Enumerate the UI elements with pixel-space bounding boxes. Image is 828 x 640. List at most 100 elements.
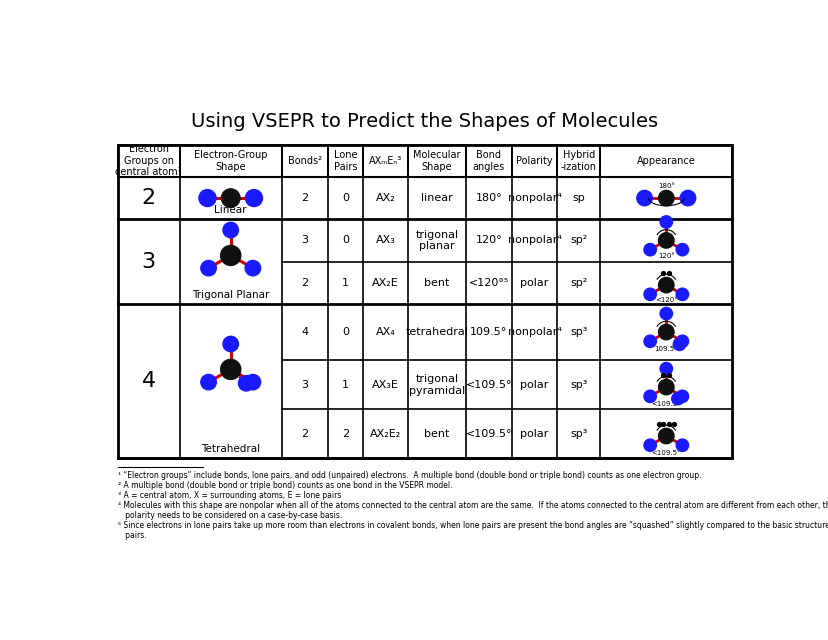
Text: Electron
Groups on
central atom¹: Electron Groups on central atom¹: [115, 144, 181, 177]
Circle shape: [245, 374, 260, 390]
Circle shape: [671, 392, 683, 405]
Circle shape: [657, 277, 673, 292]
Circle shape: [676, 288, 688, 301]
Text: 2: 2: [142, 188, 156, 208]
Text: tetrahedral: tetrahedral: [405, 327, 468, 337]
Text: AX₄: AX₄: [375, 327, 395, 337]
Circle shape: [238, 376, 253, 391]
Circle shape: [643, 335, 656, 348]
Circle shape: [657, 324, 673, 340]
Text: 1: 1: [342, 278, 349, 288]
Text: Appearance: Appearance: [636, 156, 695, 166]
Text: 4: 4: [301, 327, 308, 337]
Text: bent: bent: [424, 278, 449, 288]
Circle shape: [643, 243, 656, 256]
Circle shape: [657, 380, 673, 395]
Circle shape: [676, 439, 688, 451]
Text: ¹ “Electron groups” include bonds, lone pairs, and odd (unpaired) electrons.  A : ¹ “Electron groups” include bonds, lone …: [118, 471, 700, 480]
Text: polar: polar: [520, 278, 548, 288]
Text: Lone
Pairs: Lone Pairs: [334, 150, 357, 172]
Text: <109.5°: <109.5°: [651, 401, 681, 407]
Text: polar: polar: [520, 380, 548, 390]
Text: <120°⁵: <120°⁵: [468, 278, 508, 288]
Text: 0: 0: [342, 327, 349, 337]
Text: nonpolar⁴: nonpolar⁴: [507, 236, 561, 245]
Text: 2: 2: [342, 429, 349, 438]
Circle shape: [643, 288, 656, 301]
Text: 2: 2: [301, 193, 308, 203]
Text: trigonal
pyramidal: trigonal pyramidal: [408, 374, 465, 396]
Circle shape: [223, 336, 238, 352]
Bar: [282, 145, 328, 177]
Circle shape: [200, 260, 216, 276]
Text: Trigonal Planar: Trigonal Planar: [192, 290, 269, 300]
Circle shape: [659, 362, 672, 375]
Text: 2: 2: [301, 429, 308, 438]
Text: sp³: sp³: [570, 429, 587, 438]
Text: Electron-Group
Shape: Electron-Group Shape: [194, 150, 267, 172]
Bar: [465, 145, 512, 177]
Circle shape: [659, 307, 672, 320]
Text: bent: bent: [424, 429, 449, 438]
Bar: [180, 145, 282, 177]
Circle shape: [200, 374, 216, 390]
Circle shape: [220, 245, 240, 266]
Circle shape: [680, 190, 695, 206]
Text: 3: 3: [301, 236, 308, 245]
Bar: [599, 145, 731, 177]
Circle shape: [657, 190, 673, 206]
Text: 4: 4: [142, 371, 156, 391]
Text: 2: 2: [301, 278, 308, 288]
Text: 1: 1: [342, 380, 349, 390]
Text: trigonal
planar: trigonal planar: [415, 230, 458, 252]
Bar: [328, 145, 363, 177]
Text: AX₃: AX₃: [375, 236, 395, 245]
Text: linear: linear: [421, 193, 452, 203]
Circle shape: [245, 260, 260, 276]
Text: 180°: 180°: [657, 183, 674, 189]
Bar: [556, 145, 599, 177]
Text: 180°: 180°: [475, 193, 502, 203]
Text: pairs.: pairs.: [118, 531, 146, 540]
Text: Hybrid
-ization: Hybrid -ization: [560, 150, 596, 172]
Text: AX₂: AX₂: [375, 193, 395, 203]
Text: 120°: 120°: [657, 253, 674, 259]
Text: sp²: sp²: [570, 278, 586, 288]
Text: 0: 0: [342, 236, 349, 245]
Circle shape: [657, 233, 673, 248]
Text: Polarity: Polarity: [516, 156, 552, 166]
Text: <109.5°: <109.5°: [651, 450, 681, 456]
Text: AXₘEₙ³: AXₘEₙ³: [368, 156, 402, 166]
Text: 0: 0: [342, 193, 349, 203]
Text: 3: 3: [142, 252, 156, 271]
Circle shape: [657, 428, 673, 444]
Text: Tetrahedral: Tetrahedral: [201, 444, 260, 454]
Text: polarity needs to be considered on a case-by-case basis.: polarity needs to be considered on a cas…: [118, 511, 341, 520]
Text: ⁴ Molecules with this shape are nonpolar when all of the atoms connected to the : ⁴ Molecules with this shape are nonpolar…: [118, 501, 828, 510]
Circle shape: [636, 190, 652, 206]
Circle shape: [676, 335, 688, 348]
Bar: [363, 145, 407, 177]
Text: Bond
angles: Bond angles: [472, 150, 504, 172]
Circle shape: [643, 390, 656, 403]
Text: ⁵ Since electrons in lone pairs take up more room than electrons in covalent bon: ⁵ Since electrons in lone pairs take up …: [118, 521, 828, 530]
Text: AX₃E: AX₃E: [372, 380, 398, 390]
Text: Molecular
Shape: Molecular Shape: [412, 150, 460, 172]
Text: sp³: sp³: [570, 327, 587, 337]
Bar: [118, 145, 731, 458]
Text: nonpolar⁴: nonpolar⁴: [507, 193, 561, 203]
Bar: [118, 145, 180, 177]
Text: 120°: 120°: [475, 236, 502, 245]
Text: 109.5°: 109.5°: [469, 327, 507, 337]
Bar: [407, 145, 465, 177]
Text: <109.5°: <109.5°: [465, 380, 512, 390]
Circle shape: [659, 216, 672, 228]
Circle shape: [643, 439, 656, 451]
Text: sp: sp: [571, 193, 585, 203]
Text: Using VSEPR to Predict the Shapes of Molecules: Using VSEPR to Predict the Shapes of Mol…: [191, 112, 657, 131]
Circle shape: [676, 390, 688, 403]
Text: Linear: Linear: [214, 205, 247, 215]
Text: nonpolar⁴: nonpolar⁴: [507, 327, 561, 337]
Circle shape: [223, 222, 238, 237]
Text: AX₂E₂: AX₂E₂: [369, 429, 401, 438]
